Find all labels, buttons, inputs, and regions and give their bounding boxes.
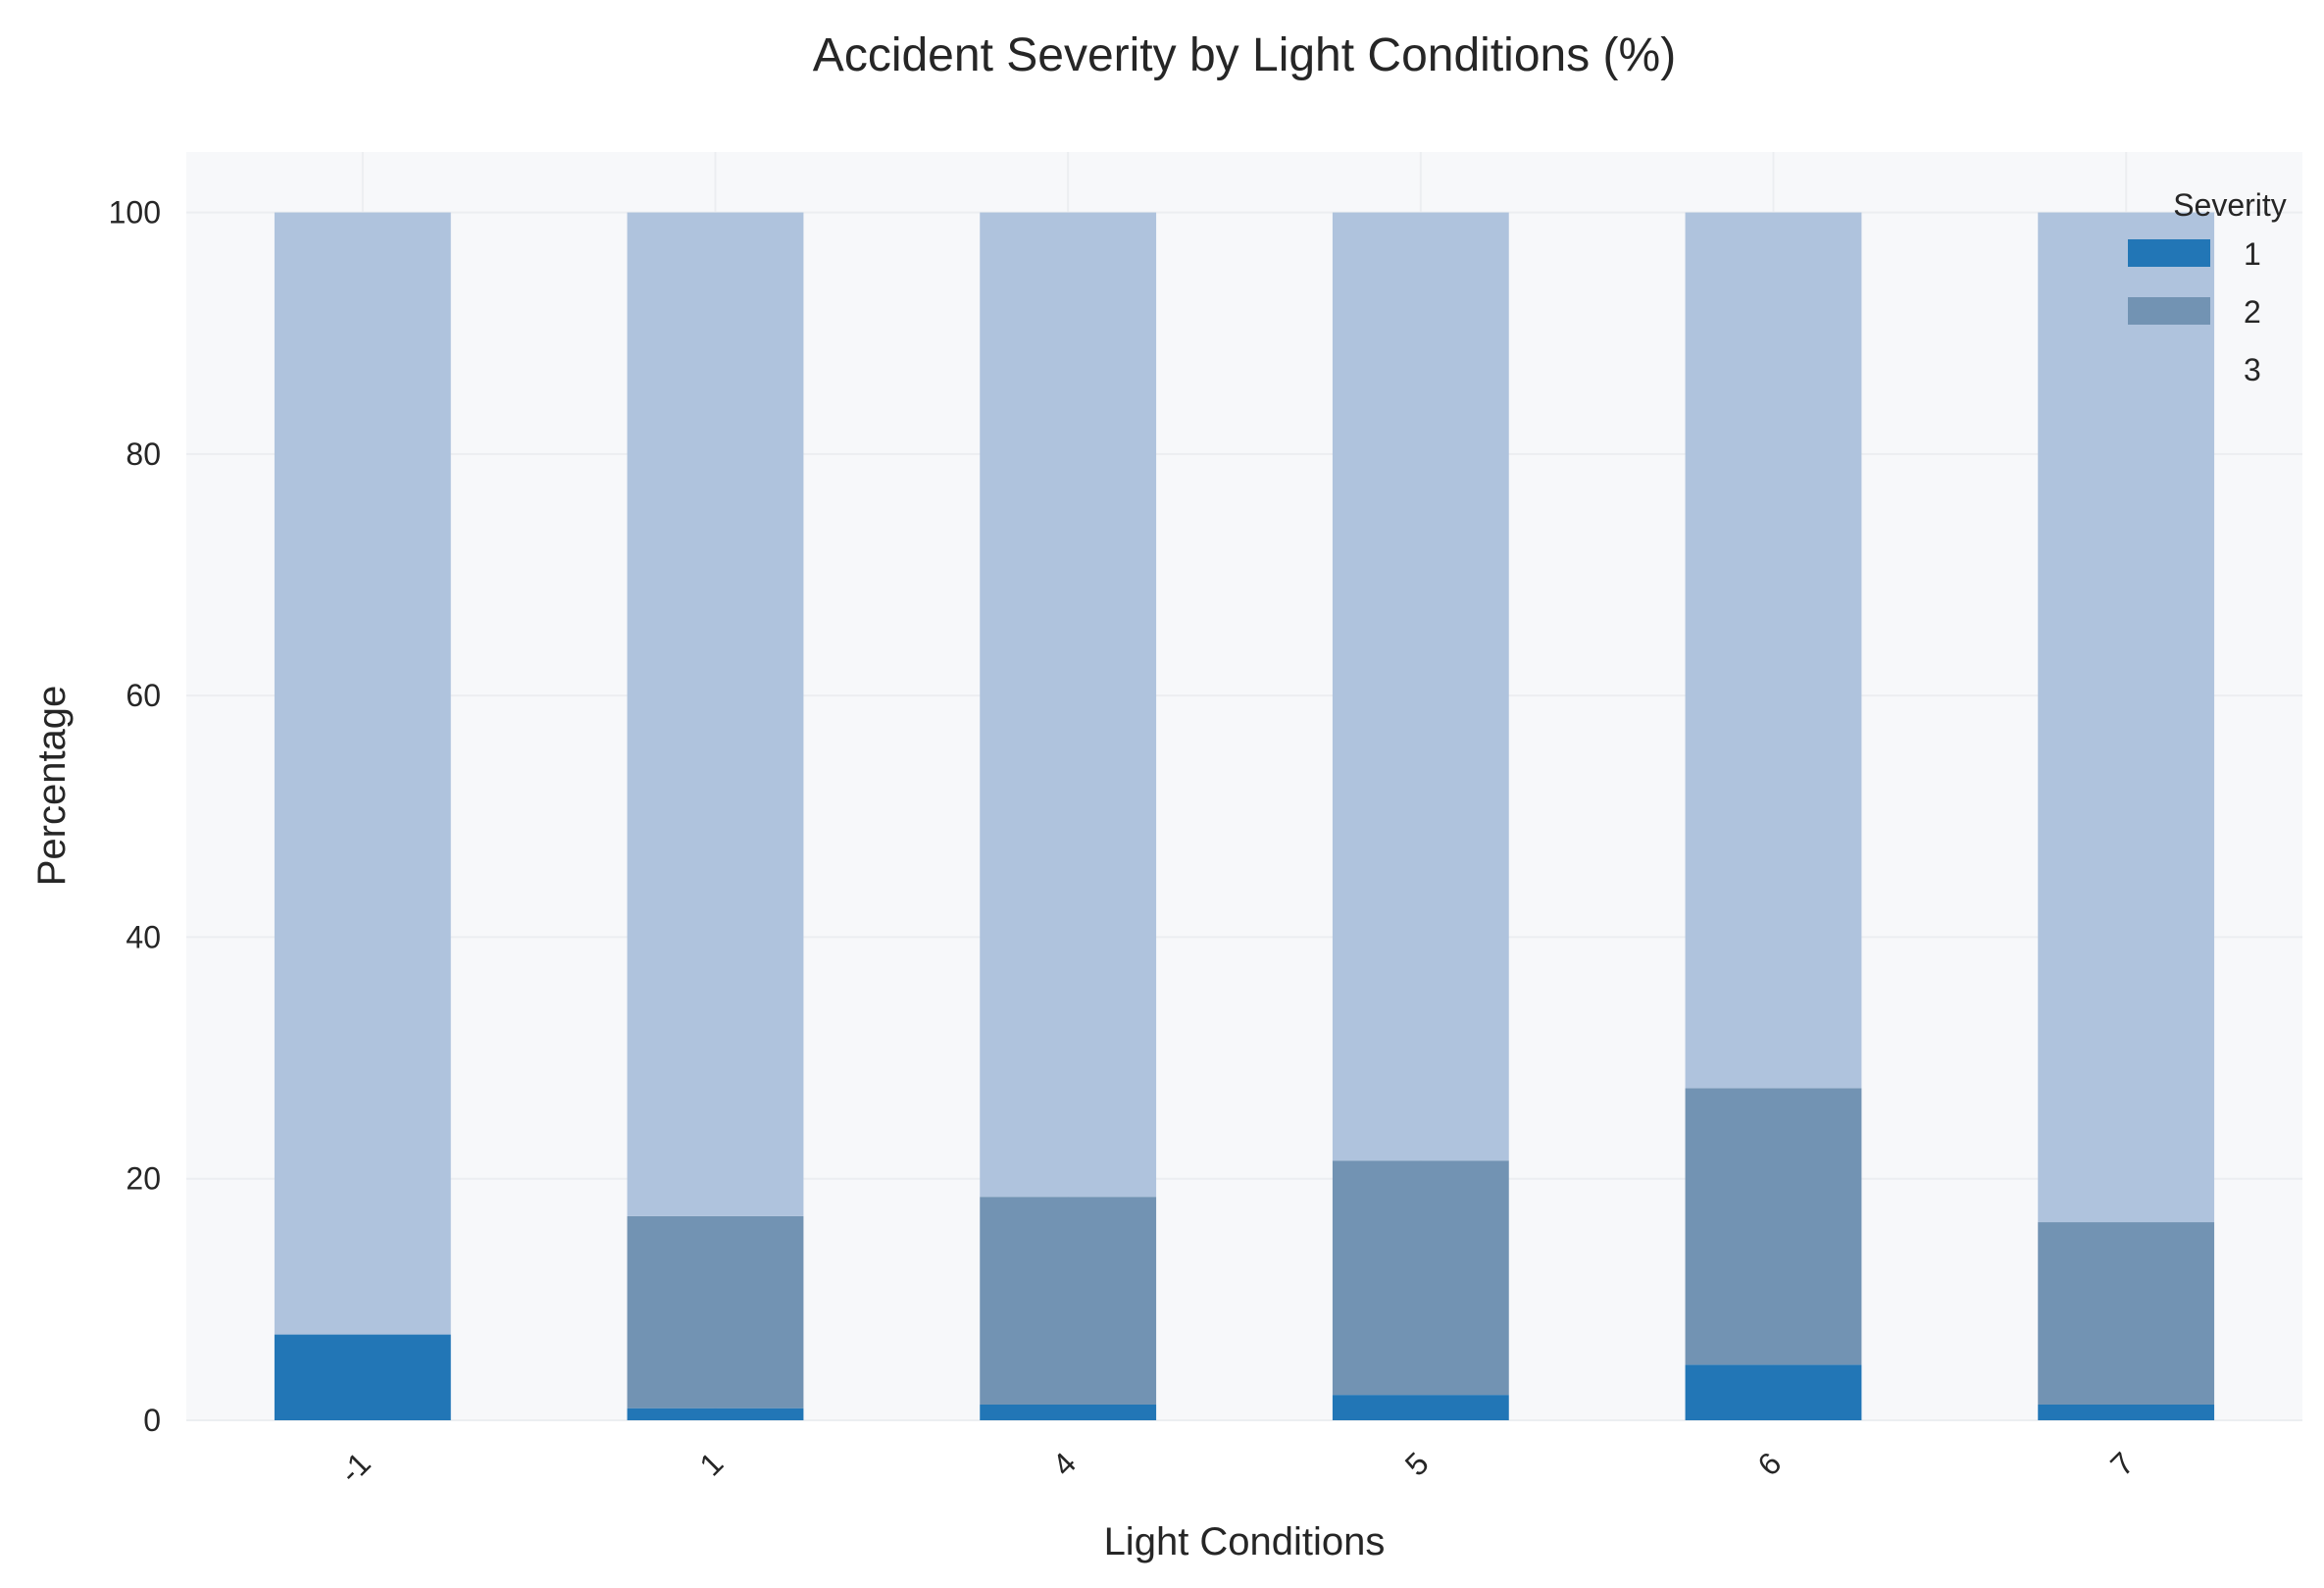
legend-label-3: 3 xyxy=(2244,352,2261,387)
plot-background xyxy=(186,152,2302,1420)
bar-severity-3-1 xyxy=(627,212,804,1216)
y-tick-label: 100 xyxy=(109,195,161,231)
bars xyxy=(274,212,2215,1420)
bar-severity-1-1 xyxy=(627,1408,804,1420)
bar-severity-3-5 xyxy=(1332,212,1509,1161)
bar-severity-1-4 xyxy=(980,1404,1157,1420)
y-tick-label: 80 xyxy=(126,436,161,472)
bar-severity-3-4 xyxy=(980,212,1157,1198)
x-tick-label: 7 xyxy=(2103,1445,2141,1482)
legend-swatch-3 xyxy=(2128,355,2210,383)
y-tick-label: 60 xyxy=(126,678,161,713)
bar-severity-2-6 xyxy=(1685,1088,1862,1365)
bar-severity-1-7 xyxy=(2038,1404,2215,1420)
bar-severity-3--1 xyxy=(274,212,451,1335)
bar-severity-2-5 xyxy=(1332,1160,1509,1396)
legend-label-2: 2 xyxy=(2244,294,2261,330)
y-axis-label: Percentage xyxy=(30,686,74,887)
x-tick-label: 6 xyxy=(1750,1445,1788,1482)
legend-swatch-1 xyxy=(2128,239,2210,267)
x-tick-label: 5 xyxy=(1398,1445,1436,1482)
bar-severity-2-7 xyxy=(2038,1222,2215,1405)
legend-swatch-2 xyxy=(2128,297,2210,325)
chart-title: Accident Severity by Light Conditions (%… xyxy=(813,29,1676,81)
x-axis-label: Light Conditions xyxy=(1104,1520,1386,1563)
bar-severity-2-1 xyxy=(627,1215,804,1409)
bar-severity-1-5 xyxy=(1332,1395,1509,1420)
bar-severity-1--1 xyxy=(274,1334,451,1420)
y-tick-label: 20 xyxy=(126,1161,161,1197)
x-tick-label: 1 xyxy=(692,1445,730,1482)
legend-title: Severity xyxy=(2173,187,2287,223)
bar-severity-2-4 xyxy=(980,1197,1157,1405)
bar-severity-3-6 xyxy=(1685,212,1862,1089)
y-tick-label: 0 xyxy=(143,1403,161,1438)
x-tick-label: 4 xyxy=(1045,1445,1083,1482)
legend-label-1: 1 xyxy=(2244,236,2261,272)
x-tick-labels: -1 1 4 5 6 7 xyxy=(332,1445,2141,1490)
y-tick-label: 40 xyxy=(126,919,161,954)
x-tick-label: -1 xyxy=(332,1445,378,1490)
y-tick-labels: 0 20 40 60 80 100 xyxy=(109,195,161,1438)
bar-severity-1-6 xyxy=(1685,1364,1862,1420)
legend: Severity 1 2 3 xyxy=(2128,187,2287,387)
